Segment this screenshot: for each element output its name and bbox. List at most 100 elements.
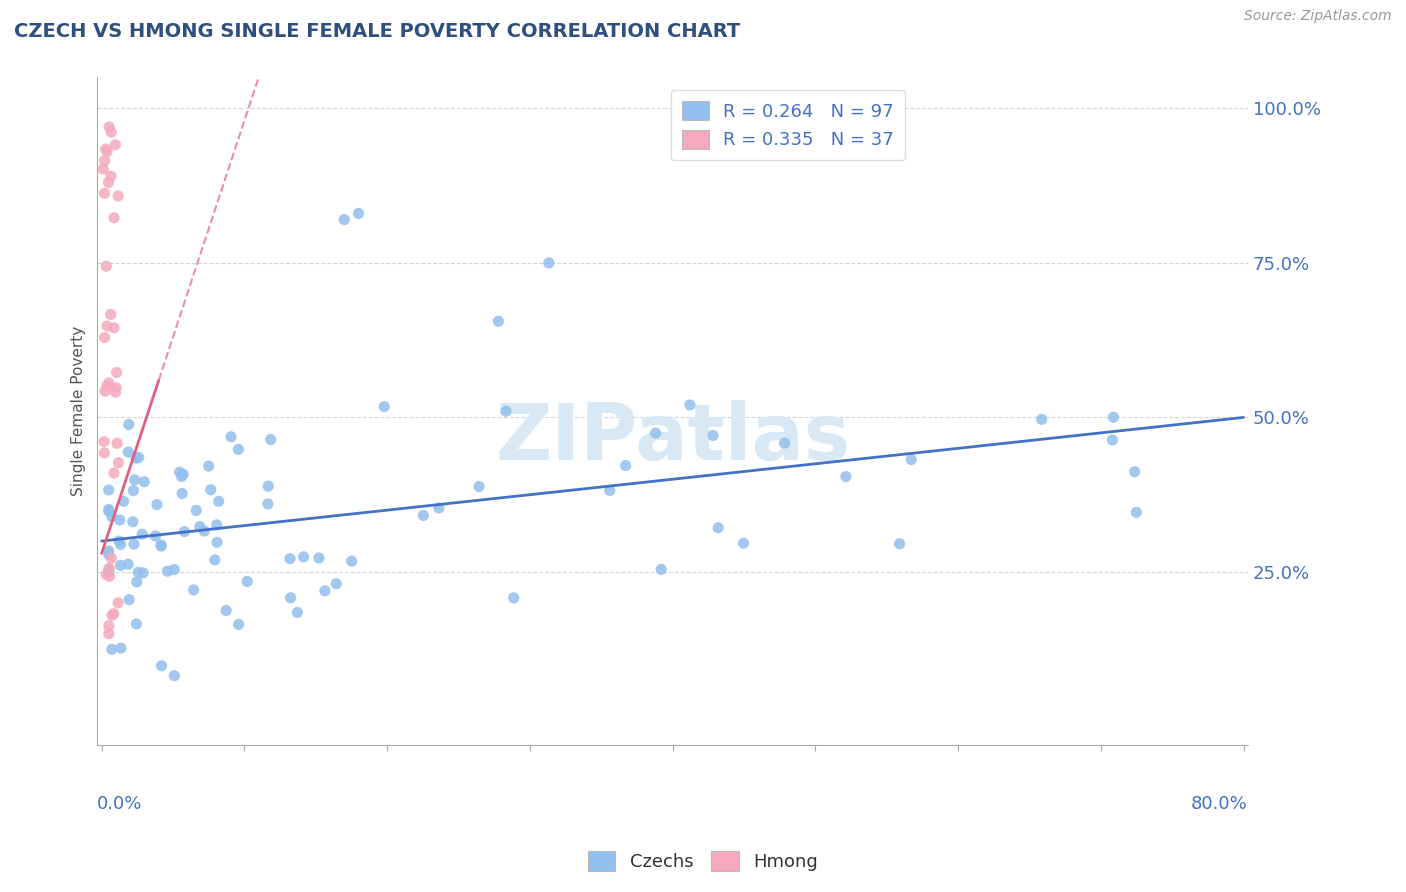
Point	[204, 553, 226, 567]
Point	[188, 519, 211, 533]
Point	[117, 557, 139, 571]
Point	[100, 307, 122, 321]
Point	[280, 591, 302, 605]
Legend: Czechs, Hmong: Czechs, Hmong	[581, 844, 825, 879]
Point	[97, 618, 120, 632]
Point	[340, 554, 363, 568]
Point	[1123, 465, 1146, 479]
Point	[108, 513, 131, 527]
Point	[373, 400, 395, 414]
Point	[110, 537, 132, 551]
Point	[150, 539, 173, 553]
Point	[125, 574, 148, 589]
Point	[889, 537, 911, 551]
Point	[100, 169, 122, 184]
Point	[97, 504, 120, 518]
Point	[104, 385, 127, 400]
Point	[835, 469, 858, 483]
Point	[101, 642, 124, 657]
Point	[97, 548, 120, 562]
Point	[101, 608, 124, 623]
Point	[93, 153, 115, 168]
Point	[186, 503, 208, 517]
Point	[205, 535, 228, 549]
Point	[117, 445, 139, 459]
Point	[412, 508, 434, 523]
Point	[173, 524, 195, 539]
Point	[292, 549, 315, 564]
Point	[97, 502, 120, 516]
Point	[707, 521, 730, 535]
Point	[702, 428, 724, 442]
Point	[110, 558, 132, 573]
Point	[427, 500, 450, 515]
Point	[93, 330, 115, 344]
Point	[257, 479, 280, 493]
Point	[208, 494, 231, 508]
Point	[103, 607, 125, 621]
Point	[93, 186, 115, 201]
Point	[101, 509, 124, 524]
Point	[100, 551, 122, 566]
Point	[125, 451, 148, 466]
Point	[278, 551, 301, 566]
Point	[183, 582, 205, 597]
Point	[97, 483, 120, 497]
Point	[1125, 505, 1147, 519]
Point	[93, 446, 115, 460]
Point	[146, 498, 169, 512]
Point	[537, 256, 560, 270]
Point	[122, 537, 145, 551]
Point	[1102, 410, 1125, 425]
Point	[614, 458, 637, 473]
Point	[495, 404, 517, 418]
Point	[97, 562, 120, 576]
Legend: R = 0.264   N = 97, R = 0.335   N = 37: R = 0.264 N = 97, R = 0.335 N = 37	[671, 90, 904, 161]
Point	[285, 606, 308, 620]
Point	[118, 592, 141, 607]
Point	[97, 176, 120, 190]
Point	[679, 398, 702, 412]
Point	[107, 456, 129, 470]
Point	[1031, 412, 1053, 426]
Point	[110, 641, 132, 656]
Point	[124, 473, 146, 487]
Point	[93, 434, 115, 449]
Point	[205, 517, 228, 532]
Point	[131, 527, 153, 541]
Point	[122, 483, 145, 498]
Point	[112, 494, 135, 508]
Point	[100, 125, 122, 139]
Point	[103, 466, 125, 480]
Y-axis label: Single Female Poverty: Single Female Poverty	[72, 326, 86, 496]
Point	[644, 426, 666, 441]
Point	[172, 467, 194, 482]
Point	[128, 450, 150, 465]
Point	[105, 381, 128, 395]
Point	[219, 430, 242, 444]
Point	[98, 569, 121, 583]
Point	[105, 366, 128, 380]
Point	[125, 616, 148, 631]
Point	[486, 314, 509, 328]
Point	[900, 452, 922, 467]
Point	[325, 576, 347, 591]
Point	[172, 486, 194, 500]
Point	[97, 627, 120, 641]
Point	[468, 479, 491, 493]
Point	[134, 475, 156, 489]
Point	[96, 379, 118, 393]
Point	[132, 566, 155, 580]
Point	[650, 562, 672, 576]
Point	[163, 563, 186, 577]
Point	[150, 658, 173, 673]
Point	[260, 433, 283, 447]
Point	[200, 483, 222, 497]
Point	[502, 591, 524, 605]
Point	[333, 212, 356, 227]
Point	[257, 497, 280, 511]
Point	[97, 565, 120, 579]
Text: ZIPatlas: ZIPatlas	[495, 400, 851, 476]
Point	[105, 436, 128, 450]
Point	[98, 561, 121, 575]
